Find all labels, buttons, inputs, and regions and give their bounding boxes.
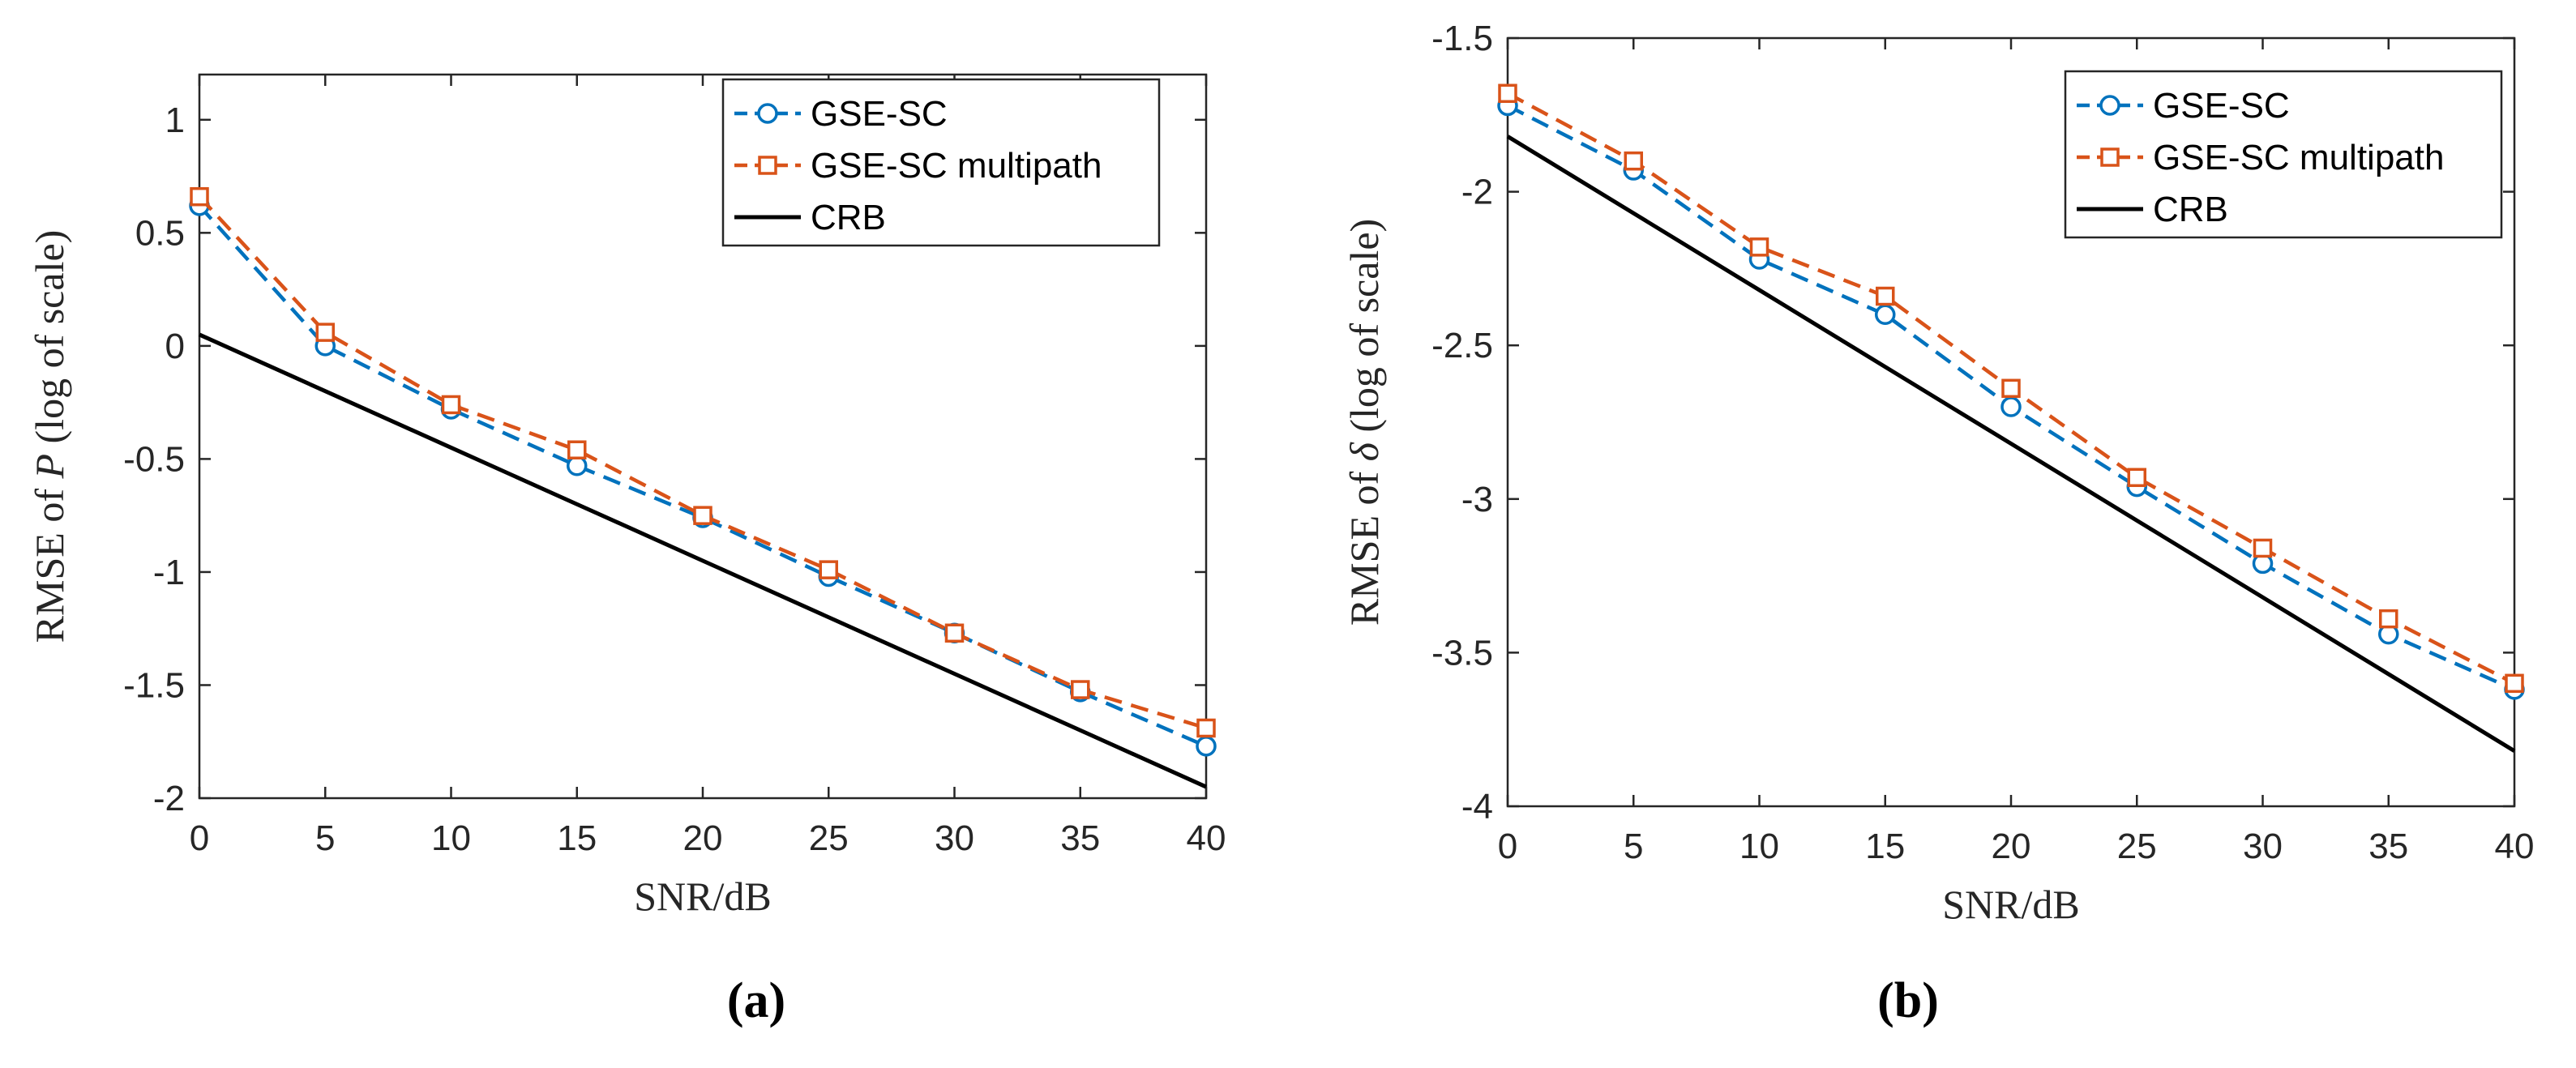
data-point [1749,237,1769,257]
data-point [567,440,587,459]
x-tick-label: 10 [431,818,471,858]
x-tick-label: 25 [2117,827,2157,866]
y-tick-label: -1.5 [123,665,185,705]
series-line [198,332,1208,789]
data-point [2505,673,2524,694]
y-axis-title: RMSE of δ (log of scale) [1341,219,1387,626]
legend-label: CRB [811,198,886,237]
x-tick-label: 0 [190,818,209,858]
x-tick-label: 15 [1865,827,1905,866]
series-gse-sc [189,195,1217,757]
x-tick-label: 20 [1992,827,2031,866]
x-tick-label: 10 [1739,827,1779,866]
y-axis-title-suffix: (log of scale) [27,230,72,454]
y-tick-label: -1.5 [1431,19,1493,58]
y-tick-label: 0 [165,327,185,366]
legend-swatch-marker [2100,147,2120,167]
x-tick-label: 35 [1060,818,1100,858]
series-gse-sc-multipath [1498,83,2524,694]
data-point [693,506,712,525]
legend: GSE-SC GSE-SC multipath CRB [2064,70,2503,239]
y-axis-title: RMSE of P (log of scale) [27,230,72,643]
x-tick-label: 25 [809,818,849,858]
data-point [2001,378,2021,399]
data-point [944,623,965,643]
x-tick-label: 35 [2368,827,2408,866]
series-crb [198,332,1208,789]
x-axis-title: SNR/dB [1942,882,2080,927]
y-tick-label: 0.5 [135,213,185,253]
x-tick-label: 40 [2495,827,2535,866]
legend-label: CRB [2153,190,2228,229]
series-gse-sc-multipath [190,186,1216,738]
chart-panel-b: 0 5 10 15 20 25 30 35 40 -4 -3.5 -3 -2.5 -2 -1.5 SNR/dB… [1341,19,2534,1028]
data-point [2127,468,2146,488]
data-point [315,323,335,342]
y-tick-label: -2 [1461,173,1493,212]
data-point [1876,286,1895,306]
x-tick-label: 5 [1624,827,1643,866]
x-tick-label: 15 [557,818,597,858]
data-point [1498,83,1517,104]
legend-swatch-marker [758,156,777,175]
legend-label: GSE-SC multipath [2153,138,2444,177]
y-tick-label: 1 [165,100,185,140]
x-tick-label: 20 [683,818,723,858]
x-tick-label: 40 [1187,818,1226,858]
y-tick-label: -4 [1461,787,1493,827]
y-axis-title-suffix: (log of scale) [1341,219,1387,442]
y-axis-title-prefix: RMSE of [27,479,72,643]
data-point [1875,304,1896,326]
y-axis-title-prefix: RMSE of [1341,461,1387,626]
chart-panel-a: 0 5 10 15 20 25 30 35 40 -2 -1.5 -1 -0.5 0 0.5 1 SNR/dB R… [27,73,1226,1028]
legend-swatch-marker [2099,95,2120,116]
data-point [2000,396,2022,417]
y-tick-label: -3 [1461,480,1493,519]
panel-label: (b) [1877,973,1939,1028]
data-point [2379,609,2398,629]
series-line [198,195,1207,730]
x-tick-label: 30 [2243,827,2283,866]
y-axis-title-symbol: P [27,454,72,480]
x-tick-label: 30 [935,818,974,858]
data-point [567,455,588,476]
data-point [1196,718,1216,738]
data-point [1624,151,1643,171]
panel-label: (a) [727,973,785,1028]
data-point [441,395,461,415]
series-line [198,204,1207,748]
legend-swatch-marker [757,103,778,124]
legend-label: GSE-SC [2153,86,2290,126]
x-tick-label: 5 [315,818,335,858]
x-tick-label: 0 [1498,827,1517,866]
legend-label: GSE-SC multipath [811,146,1102,186]
data-point [819,560,838,579]
series-line [1506,135,2516,753]
y-tick-label: -1 [153,553,185,592]
legend: GSE-SC GSE-SC multipath CRB [721,78,1161,247]
series-crb [1506,135,2516,753]
legend-label: GSE-SC [811,94,948,134]
data-point [1071,680,1090,699]
y-axis-title-symbol: δ [1341,442,1387,461]
y-tick-label: -3.5 [1431,633,1493,673]
data-point [2253,538,2273,558]
y-tick-label: -2.5 [1431,326,1493,365]
y-tick-label: -2 [153,779,185,818]
data-point [1196,736,1217,757]
x-axis-title: SNR/dB [634,874,772,919]
data-point [190,186,209,207]
y-tick-label: -0.5 [123,439,185,479]
